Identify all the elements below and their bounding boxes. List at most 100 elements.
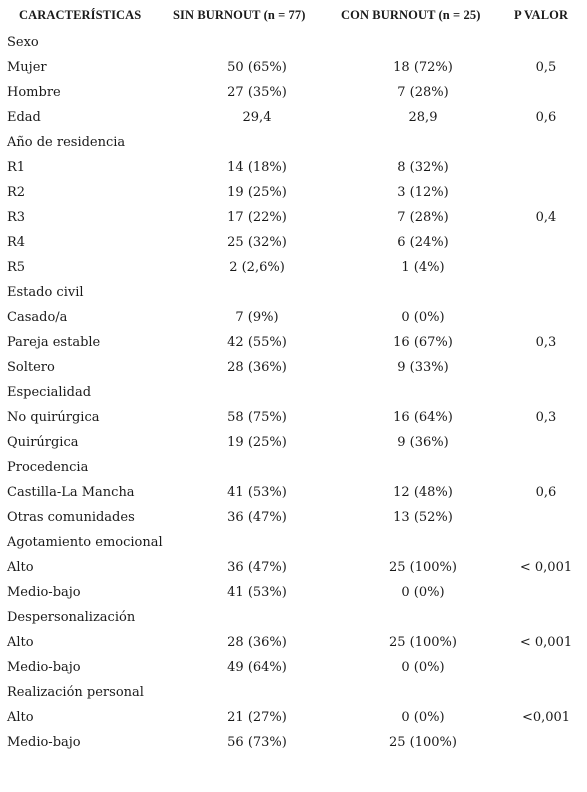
sin-burnout-value: 50 (65%) [227,60,287,75]
sin-burnout-value: 56 (73%) [227,735,287,750]
table-row: R5 2 (2,6%) 1 (4%) [0,255,587,280]
table-row: Alto 28 (36%) 25 (100%) [0,630,587,655]
table-row: Agotamiento emocional [0,530,587,555]
p-value: 0,3 [535,410,557,425]
sin-burnout-value: 28 (36%) [227,360,287,375]
con-burnout-value: 8 (32%) [397,160,449,175]
con-burnout-value: 25 (100%) [389,560,457,575]
con-burnout-value: 9 (36%) [397,435,449,450]
table-row: Mujer 50 (65%) 18 (72%) [0,55,587,80]
table-row: Quirúrgica 19 (25%) 9 (36%) [0,430,587,455]
sin-burnout-value [182,30,332,55]
row-label: Pareja estable [7,335,101,350]
con-burnout-value [348,530,498,555]
sin-burnout-value [182,455,332,480]
con-burnout-value: 25 (100%) [389,735,457,750]
row-label: R5 [7,260,26,275]
row-label: Agotamiento emocional [7,535,163,550]
sin-burnout-value: 28 (36%) [227,635,287,650]
row-label: Despersonalización [7,610,136,625]
con-burnout-value: 3 (12%) [397,185,449,200]
con-burnout-value: 12 (48%) [393,485,453,500]
sin-burnout-value: 19 (25%) [227,185,287,200]
con-burnout-value [348,30,498,55]
row-label: Otras comunidades [7,510,135,525]
table-row: Castilla-La Mancha 41 (53%) 12 (48%) [0,480,587,505]
row-label: R4 [7,235,26,250]
sin-burnout-value [182,280,332,305]
con-burnout-value: 7 (28%) [397,210,449,225]
table-row: Realización personal [0,680,587,705]
sin-burnout-value [182,380,332,405]
row-label: R1 [7,160,26,175]
table-row: Edad 29,4 28,9 [0,105,587,130]
table-row: Despersonalización [0,605,587,630]
row-label: Edad [7,110,41,125]
table-row: Soltero 28 (36%) 9 (33%) [0,355,587,380]
sin-burnout-value: 42 (55%) [227,335,287,350]
table-row: R1 14 (18%) 8 (32%) [0,155,587,180]
header-p-valor: P VALOR [514,8,569,22]
row-label: Quirúrgica [7,435,79,450]
sin-burnout-value: 36 (47%) [227,560,287,575]
con-burnout-value [348,680,498,705]
sin-burnout-value: 49 (64%) [227,660,287,675]
row-label: Mujer [7,60,47,75]
sin-burnout-value: 17 (22%) [227,210,287,225]
row-label: Casado/a [7,310,68,325]
table-row: R3 17 (22%) 7 (28%) [0,205,587,230]
p-value: 0,6 [535,110,557,125]
con-burnout-value [348,130,498,155]
table-row: R4 25 (32%) 6 (24%) [0,230,587,255]
row-label: Alto [7,710,34,725]
con-burnout-value: 25 (100%) [389,635,457,650]
row-label: Castilla-La Mancha [7,485,135,500]
sin-burnout-value [182,530,332,555]
table-row: R2 19 (25%) 3 (12%) [0,180,587,205]
p-value: 0,3 [535,335,557,350]
con-burnout-value: 1 (4%) [401,260,445,275]
con-burnout-value: 7 (28%) [397,85,449,100]
table-row: Alto 21 (27%) 0 (0%) [0,705,587,730]
sin-burnout-value: 14 (18%) [227,160,287,175]
table-row: Medio-bajo 41 (53%) 0 (0%) [0,580,587,605]
sin-burnout-value [182,605,332,630]
sin-burnout-value: 36 (47%) [227,510,287,525]
row-label: Medio-bajo [7,735,81,750]
table-row: Año de residencia [0,130,587,155]
con-burnout-value: 18 (72%) [393,60,453,75]
row-label: R3 [7,210,26,225]
sin-burnout-value: 27 (35%) [227,85,287,100]
table-row: Estado civil [0,280,587,305]
table-row: Alto 36 (47%) 25 (100%) [0,555,587,580]
con-burnout-value [348,380,498,405]
table-row: Sexo [0,30,587,55]
p-value: < 0,001 [519,635,573,650]
table-row: Especialidad [0,380,587,405]
row-label: R2 [7,185,26,200]
table-row: Casado/a 7 (9%) 0 (0%) [0,305,587,330]
con-burnout-value: 0 (0%) [401,310,445,325]
sin-burnout-value: 21 (27%) [227,710,287,725]
sin-burnout-value: 29,4 [242,110,272,125]
p-value: <0,001 [521,710,571,725]
con-burnout-value: 16 (67%) [393,335,453,350]
row-label: Hombre [7,85,61,100]
row-label: Procedencia [7,460,89,475]
header-sin-burnout: SIN BURNOUT (n = 77) [173,8,306,22]
sin-burnout-value [182,130,332,155]
p-value: 0,5 [535,60,557,75]
con-burnout-value [348,605,498,630]
table-row: Pareja estable 42 (55%) 16 (67%) [0,330,587,355]
row-label: No quirúrgica [7,410,100,425]
row-label: Realización personal [7,685,144,700]
row-label: Alto [7,635,34,650]
row-label: Soltero [7,360,55,375]
con-burnout-value: 0 (0%) [401,710,445,725]
sin-burnout-value: 58 (75%) [227,410,287,425]
row-label: Año de residencia [7,135,126,150]
sin-burnout-value: 41 (53%) [227,485,287,500]
row-label: Alto [7,560,34,575]
con-burnout-value: 6 (24%) [397,235,449,250]
sin-burnout-value: 25 (32%) [227,235,287,250]
